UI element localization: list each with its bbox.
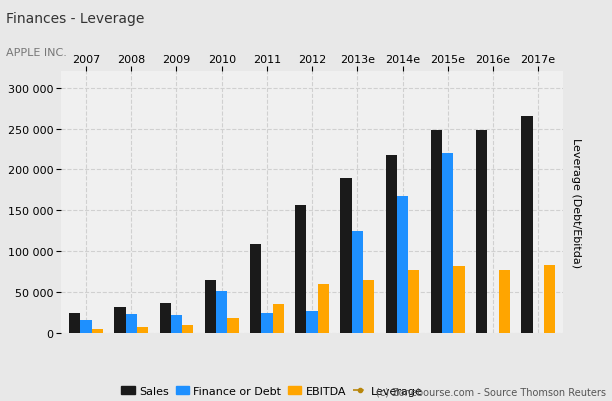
Legend: Sales, Finance or Debt, EBITDA, Leverage: Sales, Finance or Debt, EBITDA, Leverage [117, 381, 427, 400]
Bar [92, 329, 103, 333]
Bar [544, 265, 555, 333]
Bar [216, 291, 227, 333]
Bar [431, 131, 442, 333]
Bar [363, 281, 375, 333]
Bar [114, 307, 125, 333]
Bar [397, 197, 408, 333]
Text: (c) Zonebourse.com - Source Thomson Reuters: (c) Zonebourse.com - Source Thomson Reut… [376, 387, 606, 397]
Bar [352, 231, 363, 333]
Bar [307, 311, 318, 333]
Bar [272, 304, 284, 333]
Bar [250, 245, 261, 333]
Bar [125, 314, 137, 333]
Bar [227, 318, 239, 333]
Bar [295, 206, 307, 333]
Bar [171, 315, 182, 333]
Bar [340, 178, 352, 333]
Bar [386, 156, 397, 333]
Bar [137, 327, 148, 333]
Bar [318, 284, 329, 333]
Bar [499, 270, 510, 333]
Y-axis label: Million USD: Million USD [0, 171, 2, 234]
Bar [69, 313, 80, 333]
Bar [261, 313, 272, 333]
Text: Finances - Leverage: Finances - Leverage [6, 12, 144, 26]
Bar [182, 326, 193, 333]
Text: APPLE INC.: APPLE INC. [6, 48, 67, 58]
Bar [160, 304, 171, 333]
Bar [453, 266, 465, 333]
Bar [408, 270, 419, 333]
Bar [80, 321, 92, 333]
Bar [476, 131, 487, 333]
Y-axis label: Leverage (Debt/Ebitda): Leverage (Debt/Ebitda) [572, 138, 581, 267]
Bar [442, 154, 453, 333]
Bar [205, 280, 216, 333]
Bar [521, 117, 532, 333]
